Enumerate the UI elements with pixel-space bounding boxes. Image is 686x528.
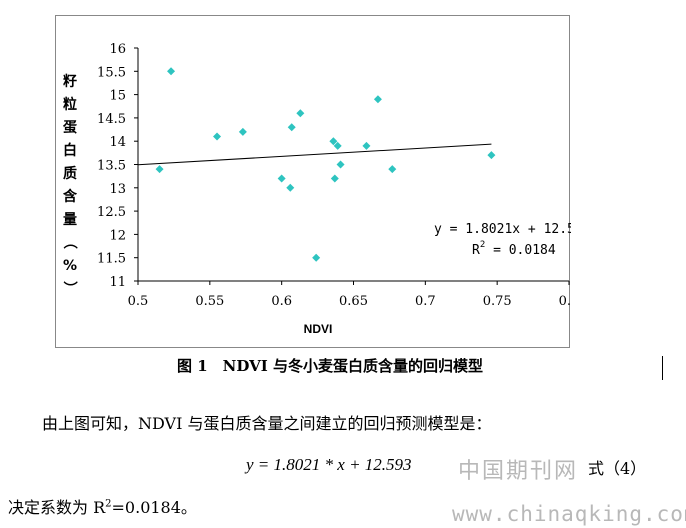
data-point: [330, 174, 339, 183]
y-axis-label-char: 蛋: [63, 120, 77, 136]
y-axis-label-char: ）: [61, 281, 77, 295]
x-tick-label: 0.6: [271, 294, 292, 309]
y-tick-labels: 11 11.5 12 12.5 13 13.5 14 14.5 15 15.5 16: [97, 42, 138, 290]
y-axis-label-char: 白: [63, 142, 77, 159]
y-axis-label-char: 量: [63, 212, 77, 228]
x-tick-label: 0.7: [415, 294, 436, 309]
y-tick-label: 16: [109, 42, 126, 57]
data-points: [155, 67, 496, 262]
x-tick-label: 0.55: [195, 294, 224, 309]
r-squared-label: R2 = 0.0184: [472, 240, 556, 258]
equation-number: 式（4）: [588, 459, 647, 478]
y-axis-label-char: %: [63, 258, 77, 274]
y-tick-label: 11.5: [97, 252, 126, 267]
data-point: [296, 109, 305, 118]
data-point: [312, 253, 321, 262]
body-paragraph: 由上图可知，NDVI 与蛋白质含量之间建立的回归预测模型是：: [42, 414, 492, 433]
y-tick-label: 12: [109, 228, 126, 243]
x-tick-label: 0.65: [339, 294, 368, 309]
y-tick-label: 11: [109, 275, 126, 290]
data-point: [388, 165, 397, 174]
x-tick-label: 0.75: [483, 294, 512, 309]
data-point: [238, 127, 247, 136]
data-point: [167, 67, 176, 76]
data-point: [487, 151, 496, 160]
y-axis-label-char: 粒: [63, 96, 77, 113]
data-point: [277, 174, 286, 183]
x-tick-labels: 0.5 0.55 0.6 0.65 0.7 0.75 0.8: [128, 281, 571, 309]
y-tick-label: 13.5: [97, 159, 126, 174]
data-point: [287, 123, 296, 132]
figure-caption: 图 1 NDVI 与冬小麦蛋白质含量的回归模型: [177, 357, 483, 375]
data-point: [286, 183, 295, 192]
watermark-text: 中国期刊网: [458, 459, 579, 484]
x-tick-label: 0.8: [559, 294, 571, 309]
data-point: [336, 160, 345, 169]
y-axis-label-char: 质: [63, 165, 77, 182]
chart-frame: 11 11.5 12 12.5 13 13.5 14 14.5 15 15.5 16 0.5 0.55…: [55, 15, 571, 348]
y-tick-label: 13: [109, 182, 126, 197]
y-axis-label-char: 籽: [63, 73, 77, 90]
y-tick-label: 15.5: [97, 65, 126, 80]
y-tick-label: 15: [109, 89, 126, 104]
y-tick-label: 12.5: [97, 205, 126, 220]
y-axis-label-char: （: [61, 235, 77, 249]
y-axis-label-char: 含: [63, 188, 78, 205]
trend-line: [137, 143, 492, 166]
y-tick-label: 14.5: [97, 112, 126, 127]
data-point: [373, 95, 382, 104]
regression-formula: y = 1.8021 * x + 12.593: [246, 455, 412, 474]
data-point: [333, 141, 342, 150]
data-point: [362, 141, 371, 150]
data-point: [213, 132, 222, 141]
text-cursor: [662, 356, 663, 380]
watermark-url: www.chinaqking.com: [452, 502, 686, 526]
y-tick-label: 14: [109, 135, 126, 150]
scatter-chart: 11 11.5 12 12.5 13 13.5 14 14.5 15 15.5 16 0.5 0.55…: [61, 42, 571, 336]
data-point: [329, 137, 338, 146]
x-tick-label: 0.5: [128, 294, 149, 309]
data-point: [155, 165, 164, 174]
regression-equation: y = 1.8021x + 12.593: [434, 222, 571, 237]
x-axis-label: NDVI: [304, 322, 333, 336]
r-squared-paragraph: 决定系数为 R2=0.0184。: [8, 498, 197, 517]
